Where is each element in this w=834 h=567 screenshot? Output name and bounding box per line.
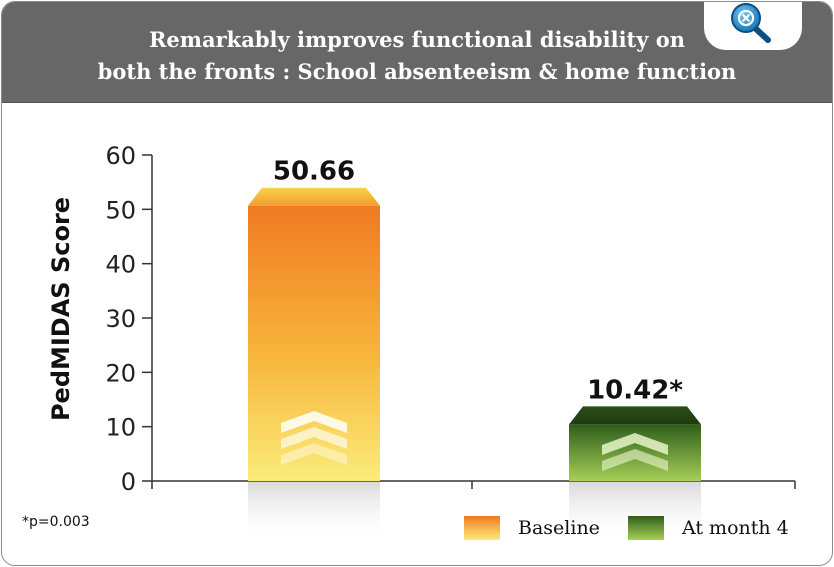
bar-baseline [248, 205, 380, 482]
bar-chevron-baseline [281, 443, 347, 465]
bar-chevron-baseline [281, 411, 347, 433]
y-tick-label: 20 [105, 359, 136, 387]
data-label-baseline: 50.66 [273, 157, 355, 187]
title-line-2: both the fronts : School absenteeism & h… [97, 59, 737, 84]
bar-chevron-baseline [281, 427, 347, 449]
y-tick-label: 10 [105, 414, 136, 442]
y-tick-label: 0 [121, 468, 136, 496]
zoom-button[interactable] [704, 2, 802, 50]
y-tick-label: 50 [105, 196, 136, 224]
y-tick-label: 40 [105, 251, 136, 279]
legend-label-month4: At month 4 [682, 517, 789, 539]
legend-swatch-baseline [464, 516, 500, 540]
bar-chevron-month4 [602, 433, 668, 455]
y-tick-label: 60 [105, 142, 136, 170]
y-tick-label: 30 [105, 305, 136, 333]
bar-cap-month4 [569, 406, 701, 425]
data-label-month4: 10.42* [587, 375, 683, 405]
header-bar: Remarkably improves functional disabilit… [2, 2, 832, 103]
chart-title: Remarkably improves functional disabilit… [62, 24, 772, 88]
magnify-icon [731, 3, 771, 43]
legend-swatch-month4 [628, 516, 664, 540]
bar-reflection-baseline [248, 482, 380, 542]
legend-label-baseline: Baseline [518, 517, 600, 539]
bar-chevron-month4 [602, 449, 668, 471]
bar-cap-baseline [248, 187, 380, 206]
y-axis-label: PedMIDAS Score [47, 197, 75, 421]
footnote: *p=0.003 [22, 514, 90, 530]
title-line-1: Remarkably improves functional disabilit… [148, 27, 686, 52]
